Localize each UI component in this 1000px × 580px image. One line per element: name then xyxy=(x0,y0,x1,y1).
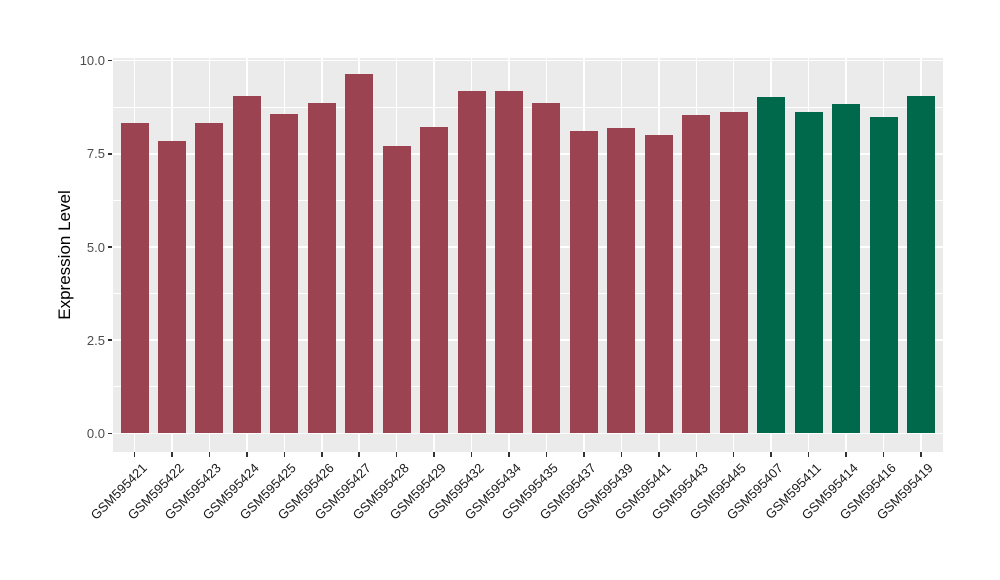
y-tick xyxy=(108,432,112,435)
y-tick-label: 7.5 xyxy=(86,146,105,162)
x-tick xyxy=(433,452,435,457)
y-axis-title: Expression Level xyxy=(47,58,83,452)
bar xyxy=(195,122,224,434)
x-tick xyxy=(658,452,660,457)
x-tick xyxy=(620,452,623,457)
bar xyxy=(270,114,299,434)
bar xyxy=(682,115,711,434)
gridline-minor xyxy=(113,199,943,201)
bar xyxy=(232,96,261,434)
x-tick xyxy=(545,452,548,457)
bar xyxy=(569,131,598,434)
gridline-major xyxy=(113,246,943,248)
x-tick xyxy=(732,452,735,457)
x-tick xyxy=(208,452,211,457)
bar xyxy=(382,146,411,434)
bar xyxy=(832,103,861,434)
bar xyxy=(307,103,336,434)
y-axis-title-text: Expression Level xyxy=(55,190,74,320)
gridline-major xyxy=(113,432,943,435)
bar xyxy=(794,111,823,434)
x-tick xyxy=(508,452,510,457)
gridline-minor xyxy=(113,293,943,295)
gridline-major xyxy=(113,153,943,155)
bar xyxy=(869,116,898,434)
y-tick-label: 0.0 xyxy=(86,425,105,441)
x-tick xyxy=(470,452,473,457)
bar xyxy=(644,135,673,434)
bar xyxy=(120,122,149,434)
bar xyxy=(157,140,186,434)
y-tick-label: 10.0 xyxy=(79,53,105,69)
bar xyxy=(495,90,523,434)
y-tick xyxy=(108,59,112,62)
y-tick xyxy=(108,246,112,248)
y-tick xyxy=(108,153,112,155)
gridline-major xyxy=(113,59,943,62)
x-tick xyxy=(171,452,173,457)
bar xyxy=(757,97,786,434)
bar xyxy=(906,96,935,434)
bar xyxy=(457,90,486,434)
x-tick xyxy=(845,452,847,457)
bar xyxy=(532,103,561,434)
gridline-minor xyxy=(113,386,943,388)
bar xyxy=(345,74,374,434)
x-tick xyxy=(882,452,885,457)
gridline-major xyxy=(113,339,943,341)
x-tick xyxy=(695,452,697,457)
x-tick xyxy=(321,452,323,457)
y-tick xyxy=(108,339,112,341)
x-tick xyxy=(358,452,360,457)
x-tick xyxy=(246,452,248,457)
plot-panel xyxy=(113,58,943,452)
bar xyxy=(719,112,748,434)
x-tick xyxy=(807,452,810,457)
y-tick-label: 2.5 xyxy=(86,332,105,348)
gridline-minor xyxy=(113,106,943,108)
y-tick-label: 5.0 xyxy=(86,239,105,255)
x-tick xyxy=(920,452,922,457)
x-tick xyxy=(133,452,136,457)
x-tick xyxy=(283,452,286,457)
x-tick xyxy=(583,452,585,457)
x-tick xyxy=(395,452,398,457)
bar xyxy=(420,127,449,434)
bar xyxy=(607,128,636,434)
x-tick xyxy=(770,452,772,457)
